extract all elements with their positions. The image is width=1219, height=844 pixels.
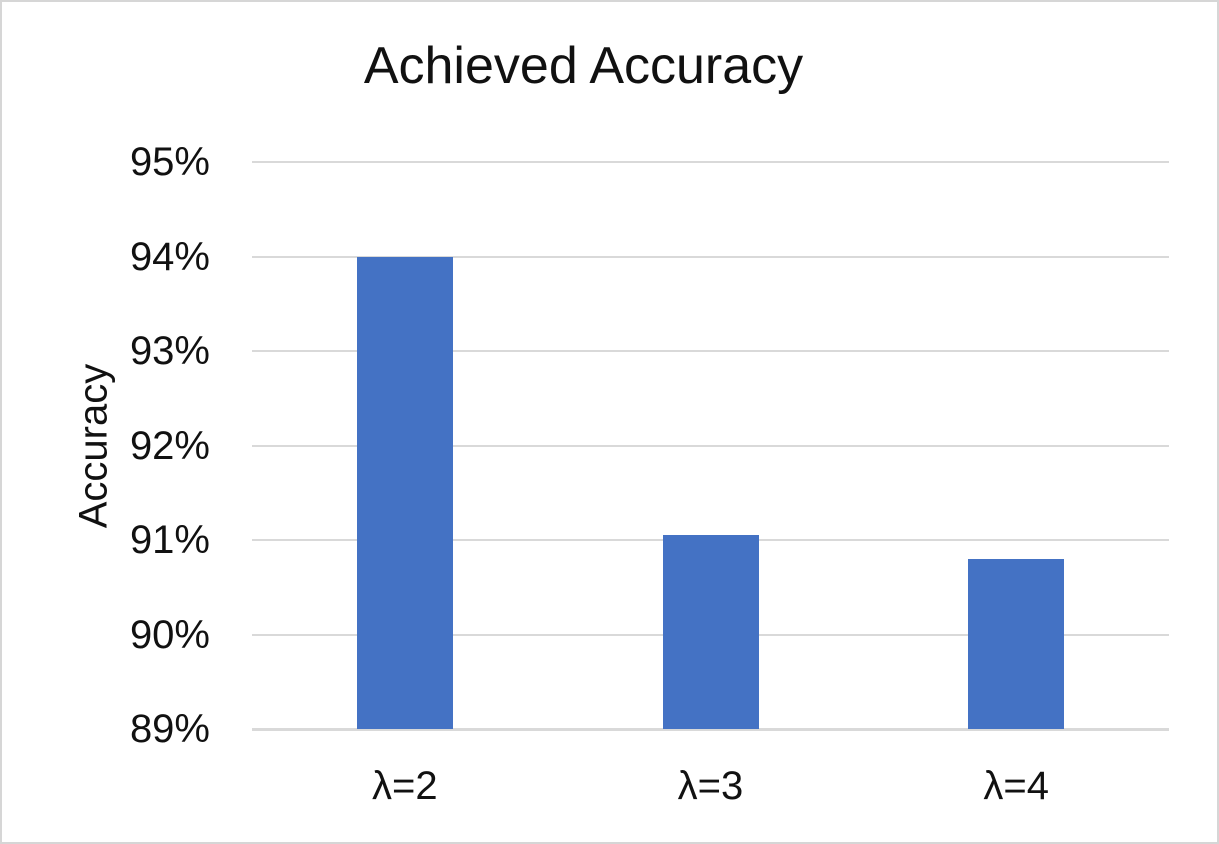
y-tick-label: 91%	[129, 518, 210, 562]
x-tick-label: λ=2	[372, 764, 438, 808]
y-tick-label: 92%	[129, 423, 210, 468]
y-gridline	[252, 444, 1169, 447]
x-tick-label: λ=3	[677, 764, 744, 808]
y-tick-label: 95%	[129, 140, 210, 184]
y-gridline	[252, 161, 1169, 163]
y-tick-label: 90%	[129, 612, 210, 657]
bar-λ=3	[662, 535, 759, 729]
x-tick-label: λ=4	[983, 764, 1049, 808]
y-tick-label: 93%	[129, 329, 210, 373]
x-axis-line	[252, 728, 1169, 731]
y-gridline	[252, 350, 1169, 352]
y-tick-label: 94%	[129, 234, 210, 279]
chart-title: Achieved Accuracy	[363, 37, 804, 95]
y-tick-label: 89%	[129, 707, 210, 751]
y-gridline	[252, 255, 1169, 258]
bar-λ=2	[356, 256, 453, 729]
bar-λ=4	[968, 558, 1065, 729]
